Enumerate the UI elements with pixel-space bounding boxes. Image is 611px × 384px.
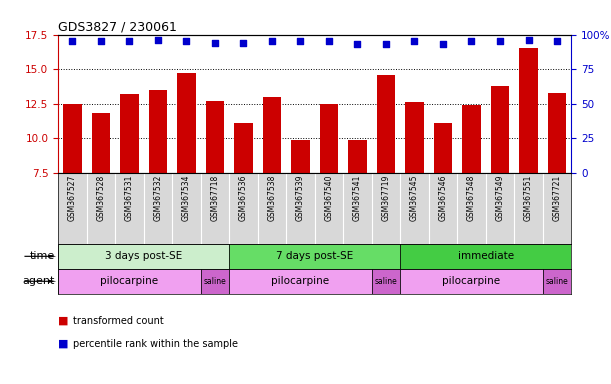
Bar (58, 269, 200, 294)
Point (495, 38, 505, 44)
Point (125, 38, 134, 44)
Bar (377, 74, 395, 173)
Bar (543, 269, 571, 294)
Text: saline: saline (546, 277, 568, 286)
Text: 7 days post-SE: 7 days post-SE (276, 251, 353, 262)
Point (67, 38, 77, 44)
Point (96, 38, 106, 44)
Bar (229, 269, 371, 294)
Text: pilocarpine: pilocarpine (271, 276, 329, 286)
Bar (405, 102, 424, 173)
Text: GSM367545: GSM367545 (410, 175, 419, 222)
Text: GSM367551: GSM367551 (524, 175, 533, 221)
Text: GSM367536: GSM367536 (239, 175, 248, 222)
Bar (234, 123, 253, 173)
Point (324, 38, 334, 44)
Bar (58, 244, 229, 269)
Bar (200, 269, 229, 294)
Text: GSM367719: GSM367719 (381, 175, 390, 221)
Bar (263, 97, 281, 173)
Bar (371, 269, 400, 294)
Point (210, 40, 220, 46)
Bar (120, 94, 139, 173)
Bar (519, 48, 538, 173)
Text: transformed count: transformed count (73, 316, 164, 326)
Bar (491, 86, 510, 173)
Point (238, 40, 248, 46)
Bar (206, 101, 224, 173)
Text: GSM367532: GSM367532 (153, 175, 163, 221)
Text: pilocarpine: pilocarpine (100, 276, 158, 286)
Bar (463, 105, 481, 173)
Text: immediate: immediate (458, 251, 514, 262)
Bar (320, 104, 338, 173)
Bar (177, 73, 196, 173)
Text: GSM367541: GSM367541 (353, 175, 362, 221)
Text: GSM367538: GSM367538 (268, 175, 276, 221)
Point (467, 38, 477, 44)
Bar (92, 113, 110, 173)
Text: GSM367721: GSM367721 (552, 175, 562, 221)
Text: GSM367528: GSM367528 (97, 175, 105, 221)
Text: GSM367546: GSM367546 (439, 175, 447, 222)
Text: time: time (30, 251, 55, 262)
Text: GSM367527: GSM367527 (68, 175, 77, 221)
Text: 3 days post-SE: 3 days post-SE (105, 251, 182, 262)
Text: GSM367539: GSM367539 (296, 175, 305, 222)
Bar (400, 269, 543, 294)
Bar (63, 104, 82, 173)
Point (409, 38, 419, 44)
Point (181, 38, 191, 44)
Text: saline: saline (203, 277, 226, 286)
Text: GSM367549: GSM367549 (496, 175, 505, 222)
Text: GSM367534: GSM367534 (182, 175, 191, 222)
Bar (229, 244, 400, 269)
Text: percentile rank within the sample: percentile rank within the sample (73, 339, 238, 349)
Point (438, 41, 448, 47)
Text: GDS3827 / 230061: GDS3827 / 230061 (58, 20, 177, 33)
Text: GSM367531: GSM367531 (125, 175, 134, 221)
Bar (348, 140, 367, 173)
Text: GSM367548: GSM367548 (467, 175, 476, 221)
Bar (148, 90, 167, 173)
Bar (434, 123, 452, 173)
Text: agent: agent (23, 276, 55, 286)
Point (153, 37, 163, 43)
Text: ■: ■ (58, 316, 72, 326)
Bar (400, 244, 571, 269)
Bar (548, 93, 566, 173)
Text: saline: saline (375, 277, 397, 286)
Bar (291, 140, 310, 173)
Text: GSM367540: GSM367540 (324, 175, 334, 222)
Point (353, 41, 362, 47)
Point (381, 41, 391, 47)
Point (524, 37, 533, 43)
Text: ■: ■ (58, 339, 72, 349)
Point (552, 38, 562, 44)
Text: pilocarpine: pilocarpine (442, 276, 500, 286)
Point (296, 38, 306, 44)
Point (267, 38, 277, 44)
Text: GSM367718: GSM367718 (210, 175, 219, 221)
